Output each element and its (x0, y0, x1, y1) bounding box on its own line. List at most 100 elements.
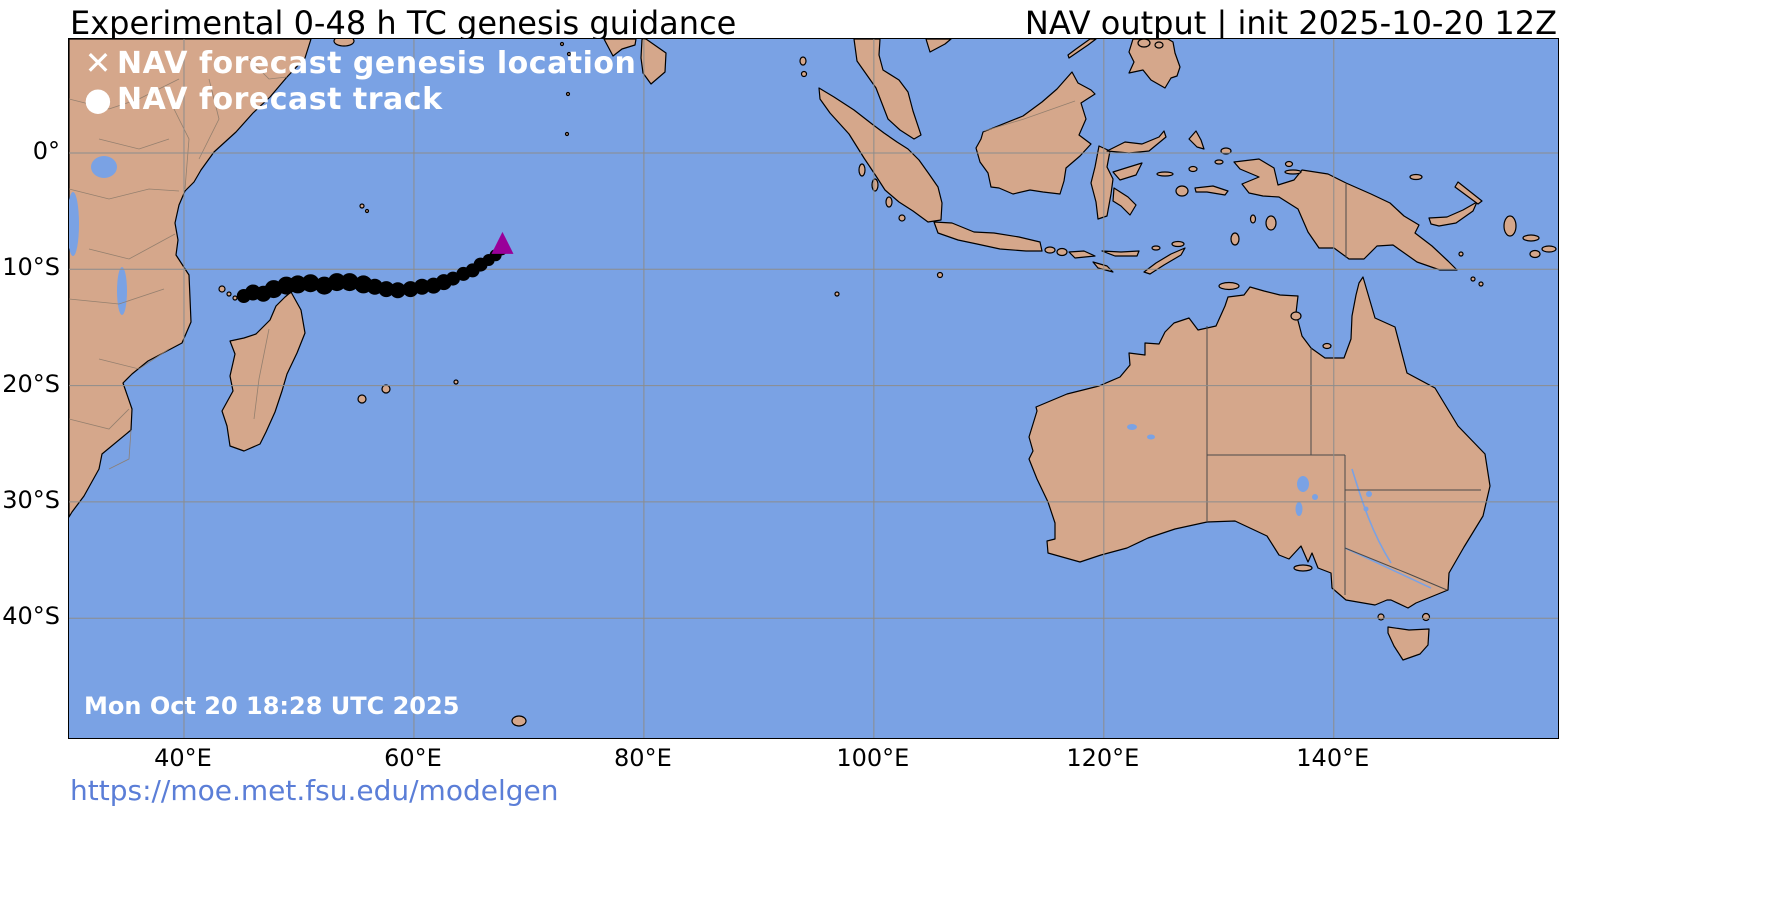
bali (1044, 246, 1056, 254)
malay-peninsula (853, 39, 922, 140)
vietnam-tip (925, 39, 952, 53)
lat-tick-label: 0° (32, 136, 60, 165)
nsw-lake-1 (1366, 491, 1372, 497)
yapen (1284, 169, 1302, 175)
lake-frome (1312, 494, 1318, 500)
track-layer (236, 231, 514, 303)
melville-island (1218, 281, 1240, 291)
visayas-islet-2 (1154, 41, 1164, 49)
wetar (1171, 240, 1185, 248)
lake-victoria (91, 156, 117, 178)
sri-lanka (640, 39, 667, 85)
palawan (1067, 39, 1097, 59)
obi (1188, 165, 1198, 173)
lon-tick-label: 40°E (154, 744, 212, 772)
seram (1194, 185, 1229, 196)
lake-tanganyika (69, 192, 79, 256)
sulawesi-north-arm (1106, 130, 1167, 154)
lat-tick-label: 20°S (2, 369, 60, 398)
nsw-vic-border (1344, 547, 1448, 591)
aru (1265, 215, 1277, 231)
page-title: Experimental 0-48 h TC genesis guidance (70, 4, 737, 42)
wa-lake-1 (1127, 424, 1137, 430)
christmas-island (936, 271, 944, 279)
lake-malawi (117, 267, 127, 315)
lake-torrens (1295, 502, 1303, 516)
grid-layer (69, 39, 1558, 738)
visayas-islet (1137, 39, 1151, 48)
legend-track-label: NAV forecast track (117, 81, 443, 117)
tasmania (1387, 626, 1430, 661)
mentawai-2 (871, 178, 879, 192)
sula (1156, 171, 1174, 177)
cocos-islands (834, 291, 840, 297)
timor (1143, 247, 1186, 275)
biak (1284, 160, 1294, 168)
java (933, 221, 1043, 252)
africa (69, 39, 312, 518)
mentawai-3 (885, 196, 893, 208)
lakes (69, 156, 1372, 516)
comoros-3 (232, 295, 238, 301)
valid-time-label: Mon Oct 20 18:28 UTC 2025 (84, 692, 460, 720)
lon-tick-label: 60°E (384, 744, 442, 772)
track-dot (414, 278, 430, 295)
wa-lake-2 (1147, 434, 1155, 440)
alor (1151, 245, 1161, 251)
legend-genesis-row: ✕ NAV forecast genesis location (79, 45, 636, 81)
lombok (1056, 247, 1068, 257)
genesis-x-icon: ✕ (84, 44, 112, 82)
maldives-2 (565, 91, 571, 97)
track-dot (378, 281, 395, 298)
halmahera (1188, 130, 1205, 150)
legend: ✕ NAV forecast genesis location ● NAV fo… (79, 45, 636, 117)
kangaroo-island (1293, 564, 1313, 572)
madagascar (221, 291, 306, 452)
map: ✕ NAV forecast genesis location ● NAV fo… (68, 38, 1559, 739)
reunion (357, 394, 367, 404)
lat-tick-label: 30°S (2, 485, 60, 514)
sulawesi-se-arm (1112, 187, 1137, 216)
lon-tick-label: 120°E (1066, 744, 1140, 772)
enggano (898, 214, 906, 222)
new-ireland (1454, 181, 1483, 205)
socotra (333, 39, 355, 47)
map-svg (69, 39, 1558, 738)
track-dot-icon: ● (84, 80, 112, 118)
modelgen-link[interactable]: https://moe.met.fsu.edu/modelgen (70, 774, 559, 807)
kerguelen (511, 715, 527, 727)
lat-tick-label: 40°S (2, 602, 60, 631)
track-dot (446, 271, 460, 286)
landmasses (69, 39, 1557, 727)
maldives-3 (564, 131, 570, 137)
australia (1028, 276, 1491, 609)
track-dot (327, 273, 346, 292)
track-dot (301, 274, 320, 293)
mauritius (381, 384, 391, 394)
king-island (1377, 613, 1385, 621)
new-britain (1428, 201, 1478, 227)
tanimbar (1230, 232, 1240, 246)
lon-tick-label: 140°E (1296, 744, 1370, 772)
trobriand (1458, 251, 1464, 257)
seychelles-1 (359, 203, 365, 209)
rodrigues (453, 379, 459, 385)
flinders-island (1421, 612, 1431, 622)
legend-track-row: ● NAV forecast track (79, 81, 636, 117)
lat-tick-label: 10°S (2, 253, 60, 282)
track-dot (389, 282, 406, 299)
seychelles-2 (364, 208, 370, 214)
kai (1249, 214, 1257, 224)
track-dot (340, 273, 359, 292)
comoros-2 (226, 291, 232, 297)
mornington-island (1322, 342, 1332, 350)
louisiade-1 (1470, 276, 1476, 282)
bougainville (1503, 215, 1517, 237)
santa-isabel (1541, 245, 1557, 253)
buru (1175, 185, 1189, 197)
flores (1101, 250, 1140, 257)
lon-tick-label: 100°E (836, 744, 910, 772)
sulawesi-east-arm (1112, 162, 1143, 181)
manus (1409, 173, 1423, 181)
sumatra (818, 87, 943, 223)
